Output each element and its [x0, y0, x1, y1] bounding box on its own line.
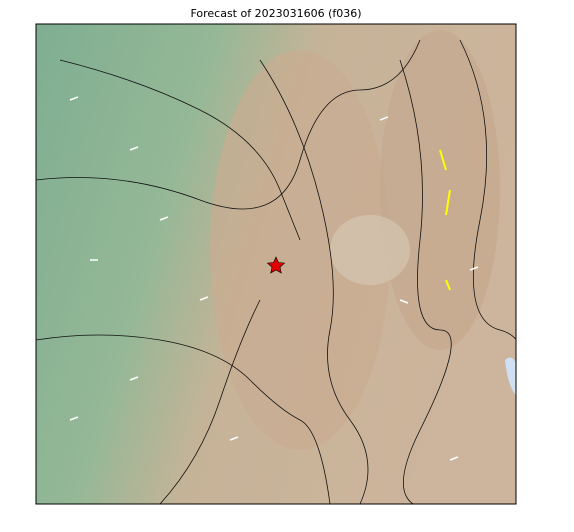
map-title: Forecast of 2023031606 (f036)	[190, 7, 361, 20]
wind-barbs	[69, 96, 479, 461]
highlands	[380, 30, 500, 350]
lake	[330, 215, 410, 285]
location-star	[266, 256, 286, 274]
jet-streaks	[439, 149, 451, 291]
map-area	[36, 24, 516, 504]
ocean	[505, 357, 516, 396]
map-frame	[35, 23, 517, 505]
isobars	[36, 39, 516, 504]
